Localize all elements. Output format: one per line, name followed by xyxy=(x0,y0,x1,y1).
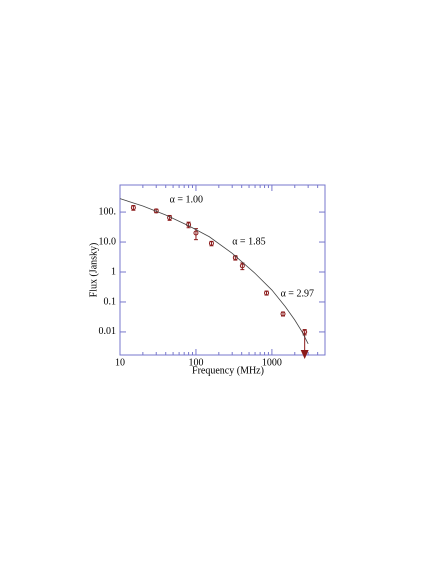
y-axis-label: Flux (Jansky) xyxy=(88,243,99,298)
annotation: α = 2.97 xyxy=(281,289,314,300)
fit-curve xyxy=(119,198,309,345)
x-axis-label: Frequency (MHz) xyxy=(192,365,264,376)
annotation: α = 1.00 xyxy=(170,194,203,205)
data-point xyxy=(280,311,286,317)
annotation: α = 1.85 xyxy=(232,236,265,247)
data-point xyxy=(208,240,214,246)
data-point xyxy=(130,205,136,211)
data-point xyxy=(239,263,245,269)
plot-frame xyxy=(119,184,326,356)
y-tick-label: 0.01 xyxy=(99,326,117,337)
x-tick-label: 1000 xyxy=(262,357,282,368)
x-tick-label: 10 xyxy=(115,357,125,368)
y-tick-label: 1 xyxy=(111,266,116,277)
y-tick-label: 0.1 xyxy=(104,296,117,307)
data-point xyxy=(193,230,199,236)
data-point xyxy=(264,290,270,296)
x-tick-label: 100 xyxy=(188,357,203,368)
y-tick-label: 100. xyxy=(99,206,117,217)
y-tick-label: 10.0 xyxy=(99,236,117,247)
upper-limit-arrow xyxy=(300,349,309,359)
